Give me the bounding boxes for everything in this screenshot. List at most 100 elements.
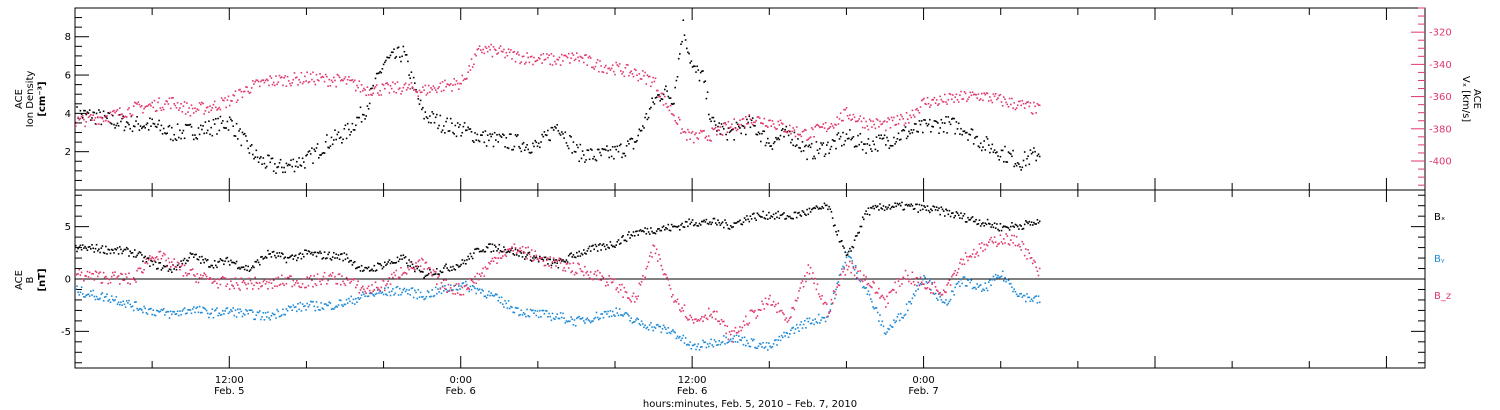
bx-point-606 [776,216,778,219]
density-point-217 [326,134,328,136]
vx-point-156 [255,79,258,81]
bz-point-651 [828,312,830,314]
bz-point-68 [153,259,156,262]
bz-point-444 [588,277,591,279]
density-point-300 [422,106,424,109]
vx-point-364 [496,53,498,55]
bz-point-89 [178,262,180,265]
vx-point-822 [1026,101,1028,104]
density-point-647 [823,155,826,157]
density-point-169 [270,157,273,160]
by-point-509 [664,326,666,329]
by-point-358 [489,294,491,297]
bx-point-187 [291,254,293,256]
vx-point-612 [783,130,785,133]
bz-point-523 [680,310,682,313]
density-point-275 [393,48,395,50]
density-point-230 [341,142,343,144]
by-point-112 [204,308,207,310]
vx-point-804 [1005,101,1007,104]
bx-point-133 [228,264,231,266]
density-point-734 [924,119,926,121]
vx-point-349 [478,45,481,47]
by-point-18 [95,295,98,298]
bz-point-455 [601,275,604,277]
bz-point-477 [627,297,629,299]
vx-point-646 [822,123,825,125]
by-point-484 [635,319,637,321]
vx-point-590 [757,116,760,118]
vx-point-761 [955,93,958,96]
by-point-249 [363,293,365,295]
bx-point-550 [711,221,713,224]
bz-point-54 [137,267,140,270]
bx-point-677 [858,231,860,234]
vx-point-62 [146,105,149,107]
by-point-713 [900,312,902,315]
by-point-822 [1026,293,1028,295]
bz-point-448 [593,273,595,275]
density-point-61 [145,123,148,126]
by-point-234 [345,298,348,301]
density-point-42 [123,129,126,132]
vx-point-305 [427,84,430,87]
vx-point-597 [765,125,768,127]
by-point-538 [697,343,700,345]
bx-point-635 [809,211,812,213]
vx-point-444 [588,55,591,58]
vx-point-172 [274,84,276,87]
vx-point-81 [168,97,171,99]
by-point-324 [449,284,452,286]
by-point-648 [824,320,827,323]
vx-point-359 [490,43,492,46]
vx-point-746 [938,103,940,105]
density-point-416 [556,124,558,126]
by-point-592 [760,343,762,345]
density-point-123 [217,117,219,120]
bz-point-203 [309,275,312,277]
bz-point-508 [662,273,665,276]
bx-point-100 [190,253,193,255]
by-point-351 [481,288,483,291]
bx-point-573 [738,220,740,223]
vx-point-319 [444,79,446,82]
vx-point-657 [835,124,837,126]
density-point-356 [486,134,489,136]
bx-point-88 [176,264,179,267]
vx-point-462 [609,69,612,71]
density-point-623 [795,144,798,146]
bx-point-55 [138,251,141,253]
vx-point-107 [198,102,201,104]
by-point-634 [808,317,811,320]
bz-point-184 [287,276,290,279]
bz-point-814 [1016,244,1019,247]
bx-point-578 [743,217,746,219]
bz-point-527 [684,315,687,318]
density-point-389 [525,146,527,149]
by-point-132 [227,312,230,315]
vx-point-165 [265,78,268,81]
bz-point-402 [540,257,542,259]
density-point-753 [946,132,948,134]
bz-point-181 [284,277,286,280]
by-point-704 [889,324,892,327]
density-point-517 [673,102,675,105]
density-point-528 [686,47,688,50]
density-point-826 [1030,152,1033,155]
bz-point-697 [881,294,884,297]
bz-point-349 [478,273,481,275]
by-point-515 [670,330,673,333]
density-point-146 [243,132,246,135]
bx-point-482 [632,231,635,233]
bx-point-643 [819,207,821,209]
bx-point-159 [259,263,261,266]
vx-point-178 [281,76,283,78]
bz-point-797 [997,243,999,246]
bx-point-808 [1010,225,1012,228]
density-point-407 [546,134,548,137]
density-point-675 [856,145,858,148]
bz-point-287 [407,266,409,269]
vx-point-682 [864,127,866,129]
by-point-768 [963,276,966,278]
top-right-tick-label: -360 [1429,92,1452,103]
